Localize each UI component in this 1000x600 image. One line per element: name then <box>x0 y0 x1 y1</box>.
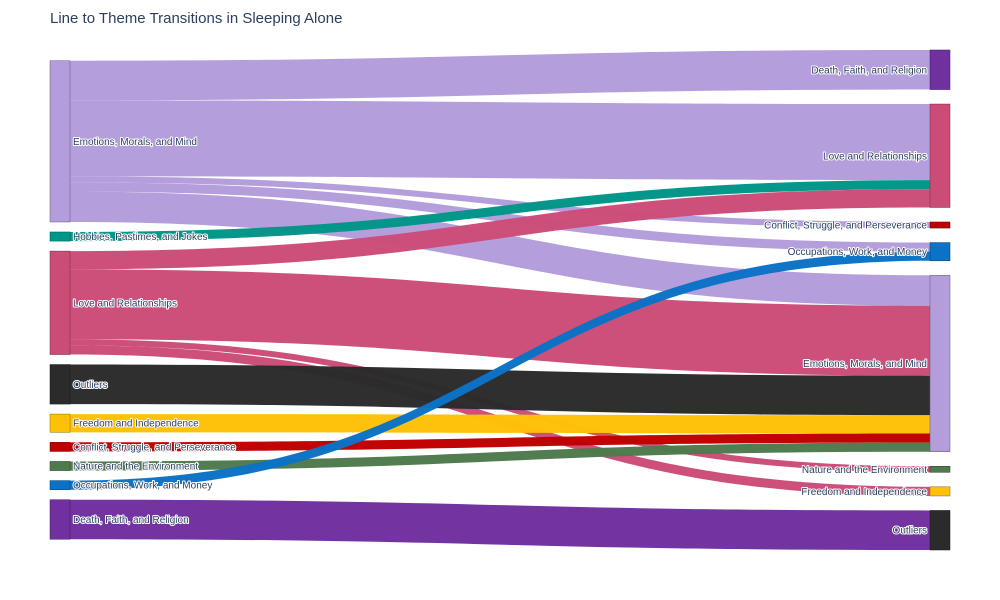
source-label-emotions-morals-and-mind: Emotions, Morals, and Mind <box>73 137 197 148</box>
link-love-and-relationships-to-love-and-relationships[interactable] <box>70 189 930 270</box>
source-node-outliers[interactable] <box>49 364 71 405</box>
link-death-faith-and-religion-to-outliers[interactable] <box>70 499 930 550</box>
source-label-love-and-relationships: Love and Relationships <box>73 298 177 309</box>
link-freedom-and-independence-to-emotions-morals-and-mind[interactable] <box>70 414 930 434</box>
target-node-outliers[interactable] <box>929 510 951 551</box>
source-node-emotions-morals-and-mind[interactable] <box>49 60 71 223</box>
source-node-love-and-relationships[interactable] <box>49 250 71 355</box>
source-node-death-faith-and-religion[interactable] <box>49 499 71 540</box>
target-label-freedom-and-independence: Freedom and Independence <box>801 487 927 498</box>
source-node-conflict-struggle-and-perseverance[interactable] <box>49 442 71 452</box>
target-node-freedom-and-independence[interactable] <box>929 486 951 497</box>
target-node-death-faith-and-religion[interactable] <box>929 49 951 90</box>
target-node-emotions-morals-and-mind[interactable] <box>929 275 951 452</box>
source-node-hobbies-pastimes-and-jokes[interactable] <box>49 231 71 242</box>
source-node-freedom-and-independence[interactable] <box>49 413 71 433</box>
link-hobbies-pastimes-and-jokes-to-love-and-relationships[interactable] <box>70 180 930 242</box>
target-label-love-and-relationships: Love and Relationships <box>823 151 927 162</box>
link-emotions-morals-and-mind-to-love-and-relationships[interactable] <box>70 100 930 181</box>
source-label-conflict-struggle-and-perseverance: Conflict, Struggle, and Perseverance <box>73 442 236 453</box>
link-conflict-struggle-and-perseverance-to-emotions-morals-and-mind[interactable] <box>70 433 930 452</box>
source-label-death-faith-and-religion: Death, Faith, and Religion <box>73 515 189 526</box>
source-label-outliers: Outliers <box>73 380 107 391</box>
link-occupations-work-and-money-to-occupations-work-and-money[interactable] <box>70 251 930 490</box>
source-label-freedom-and-independence: Freedom and Independence <box>73 419 199 430</box>
source-label-hobbies-pastimes-and-jokes: Hobbies, Pastimes, and Jokes <box>73 232 208 243</box>
target-node-love-and-relationships[interactable] <box>929 103 951 208</box>
target-label-death-faith-and-religion: Death, Faith, and Religion <box>811 65 927 76</box>
source-label-occupations-work-and-money: Occupations, Work, and Money <box>73 481 212 492</box>
link-outliers-to-emotions-morals-and-mind[interactable] <box>70 364 930 416</box>
link-emotions-morals-and-mind-to-occupations-work-and-money[interactable] <box>70 182 930 252</box>
link-love-and-relationships-to-emotions-morals-and-mind[interactable] <box>70 269 930 376</box>
target-label-emotions-morals-and-mind: Emotions, Morals, and Mind <box>803 359 927 370</box>
target-label-outliers: Outliers <box>893 526 927 537</box>
links-layer <box>70 50 930 550</box>
link-emotions-morals-and-mind-to-conflict-struggle-and-perseverance[interactable] <box>70 176 930 229</box>
target-label-nature-and-the-environment: Nature and the Environment <box>802 465 927 476</box>
target-label-occupations-work-and-money: Occupations, Work, and Money <box>788 247 927 258</box>
nodes-layer <box>49 49 951 551</box>
link-emotions-morals-and-mind-to-death-faith-and-religion[interactable] <box>70 50 930 101</box>
source-label-nature-and-the-environment: Nature and the Environment <box>73 462 198 473</box>
target-label-conflict-struggle-and-perseverance: Conflict, Struggle, and Perseverance <box>764 221 927 232</box>
target-node-conflict-struggle-and-perseverance[interactable] <box>929 221 951 229</box>
target-node-nature-and-the-environment[interactable] <box>929 465 951 473</box>
source-node-occupations-work-and-money[interactable] <box>49 480 71 490</box>
target-node-occupations-work-and-money[interactable] <box>929 242 951 262</box>
chart-title: Line to Theme Transitions in Sleeping Al… <box>50 10 343 27</box>
source-node-nature-and-the-environment[interactable] <box>49 461 71 471</box>
labels-layer: Emotions, Morals, and Mind Hobbies, Pasti… <box>72 64 928 537</box>
